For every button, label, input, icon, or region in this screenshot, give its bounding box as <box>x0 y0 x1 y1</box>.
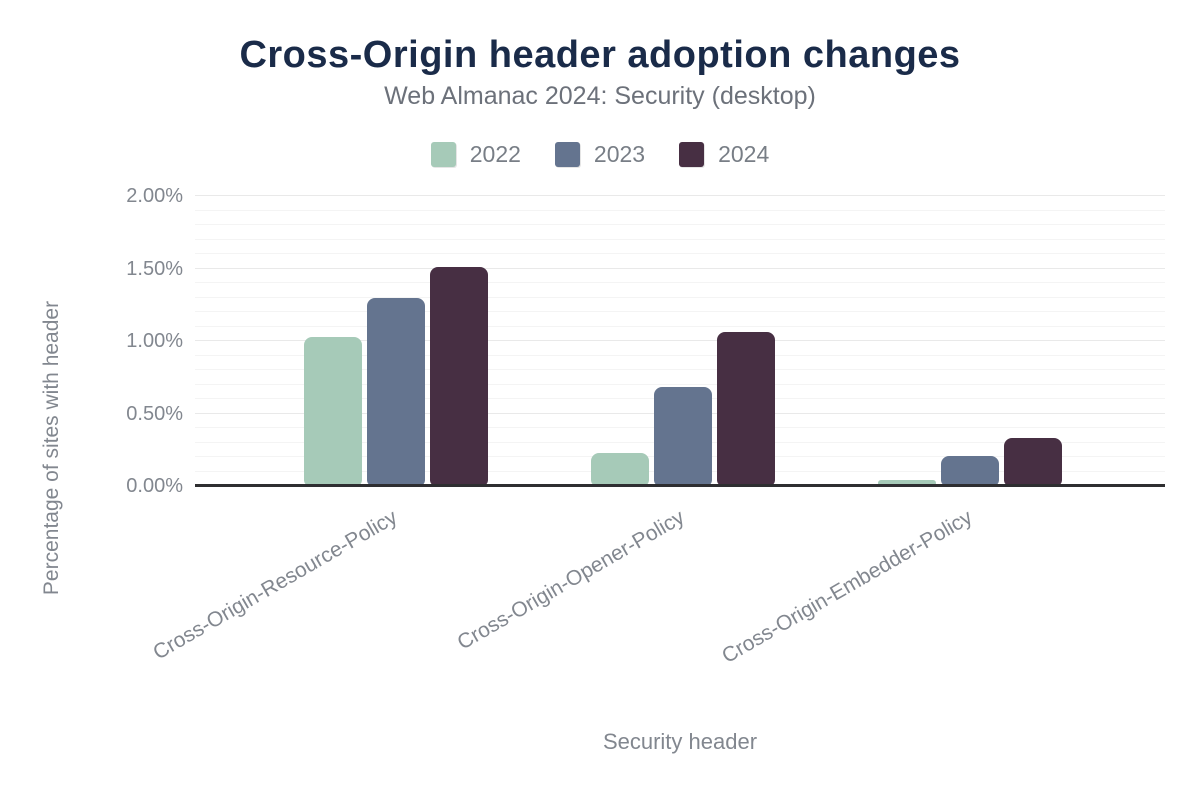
legend-item-2024[interactable]: 2024 <box>679 141 769 168</box>
y-tick-label: 1.50% <box>126 257 183 280</box>
x-category-label: Cross-Origin-Opener-Policy <box>453 505 689 655</box>
plot-area <box>195 195 1165 487</box>
y-tick-label: 1.00% <box>126 330 183 352</box>
x-category-label: Cross-Origin-Resource-Policy <box>149 505 402 665</box>
legend: 2022 2023 2024 <box>0 141 1200 168</box>
bar-group <box>252 196 539 486</box>
gridline <box>195 354 1165 356</box>
gridline <box>195 325 1165 327</box>
chart-title: Cross-Origin header adoption changes <box>239 34 961 76</box>
bar-Cross-Origin-Embedder-Policy-2024 <box>1004 438 1063 486</box>
legend-label: 2022 <box>469 141 521 167</box>
legend-swatch-icon <box>554 142 580 167</box>
y-tick-label: 2.00% <box>126 185 183 207</box>
gridline <box>195 296 1165 298</box>
gridline <box>195 253 1165 254</box>
legend-label: 2024 <box>718 141 770 167</box>
gridline <box>195 282 1165 283</box>
bar-Cross-Origin-Opener-Policy-2022 <box>590 452 649 486</box>
x-axis-line <box>195 484 1165 487</box>
gridline <box>195 267 1165 269</box>
bar-Cross-Origin-Embedder-Policy-2022 <box>878 480 937 486</box>
bar-Cross-Origin-Resource-Policy-2022 <box>303 336 362 486</box>
legend-label: 2023 <box>593 141 646 167</box>
x-axis-category-labels: Cross-Origin-Resource-Policy Cross-Origin… <box>149 486 1165 686</box>
legend-swatch-icon <box>679 142 705 167</box>
y-tick-label: 0.50% <box>126 402 183 425</box>
bar-Cross-Origin-Opener-Policy-2023 <box>653 387 712 486</box>
bar-Cross-Origin-Embedder-Policy-2023 <box>941 455 1000 486</box>
gridline <box>195 238 1165 240</box>
gridline <box>195 383 1165 385</box>
bar-Cross-Origin-Resource-Policy-2024 <box>429 267 488 486</box>
gridline <box>195 195 1165 196</box>
bar-Cross-Origin-Resource-Policy-2023 <box>366 297 425 486</box>
legend-item-2023[interactable]: 2023 <box>554 141 646 168</box>
gridline <box>195 340 1165 341</box>
bar-group <box>827 196 1114 486</box>
x-category-label: Cross-Origin-Embedder-Policy <box>717 505 976 668</box>
legend-swatch-icon <box>430 142 456 167</box>
gridline <box>195 311 1165 312</box>
y-tick-label: 0.00% <box>126 475 183 497</box>
legend-item-2022[interactable]: 2022 <box>430 141 521 168</box>
gridline <box>195 224 1165 225</box>
bar-Cross-Origin-Opener-Policy-2024 <box>716 332 775 486</box>
y-axis-tick-labels: 0.00% 0.50% 1.00% 1.50% 2.00% <box>0 185 183 497</box>
gridline <box>195 369 1165 370</box>
x-axis-title: Security header <box>602 729 758 754</box>
bars-layer <box>252 196 1114 486</box>
chart-subtitle: Web Almanac 2024: Security (desktop) <box>384 82 816 110</box>
bar-group <box>539 196 826 486</box>
gridline <box>195 209 1165 211</box>
